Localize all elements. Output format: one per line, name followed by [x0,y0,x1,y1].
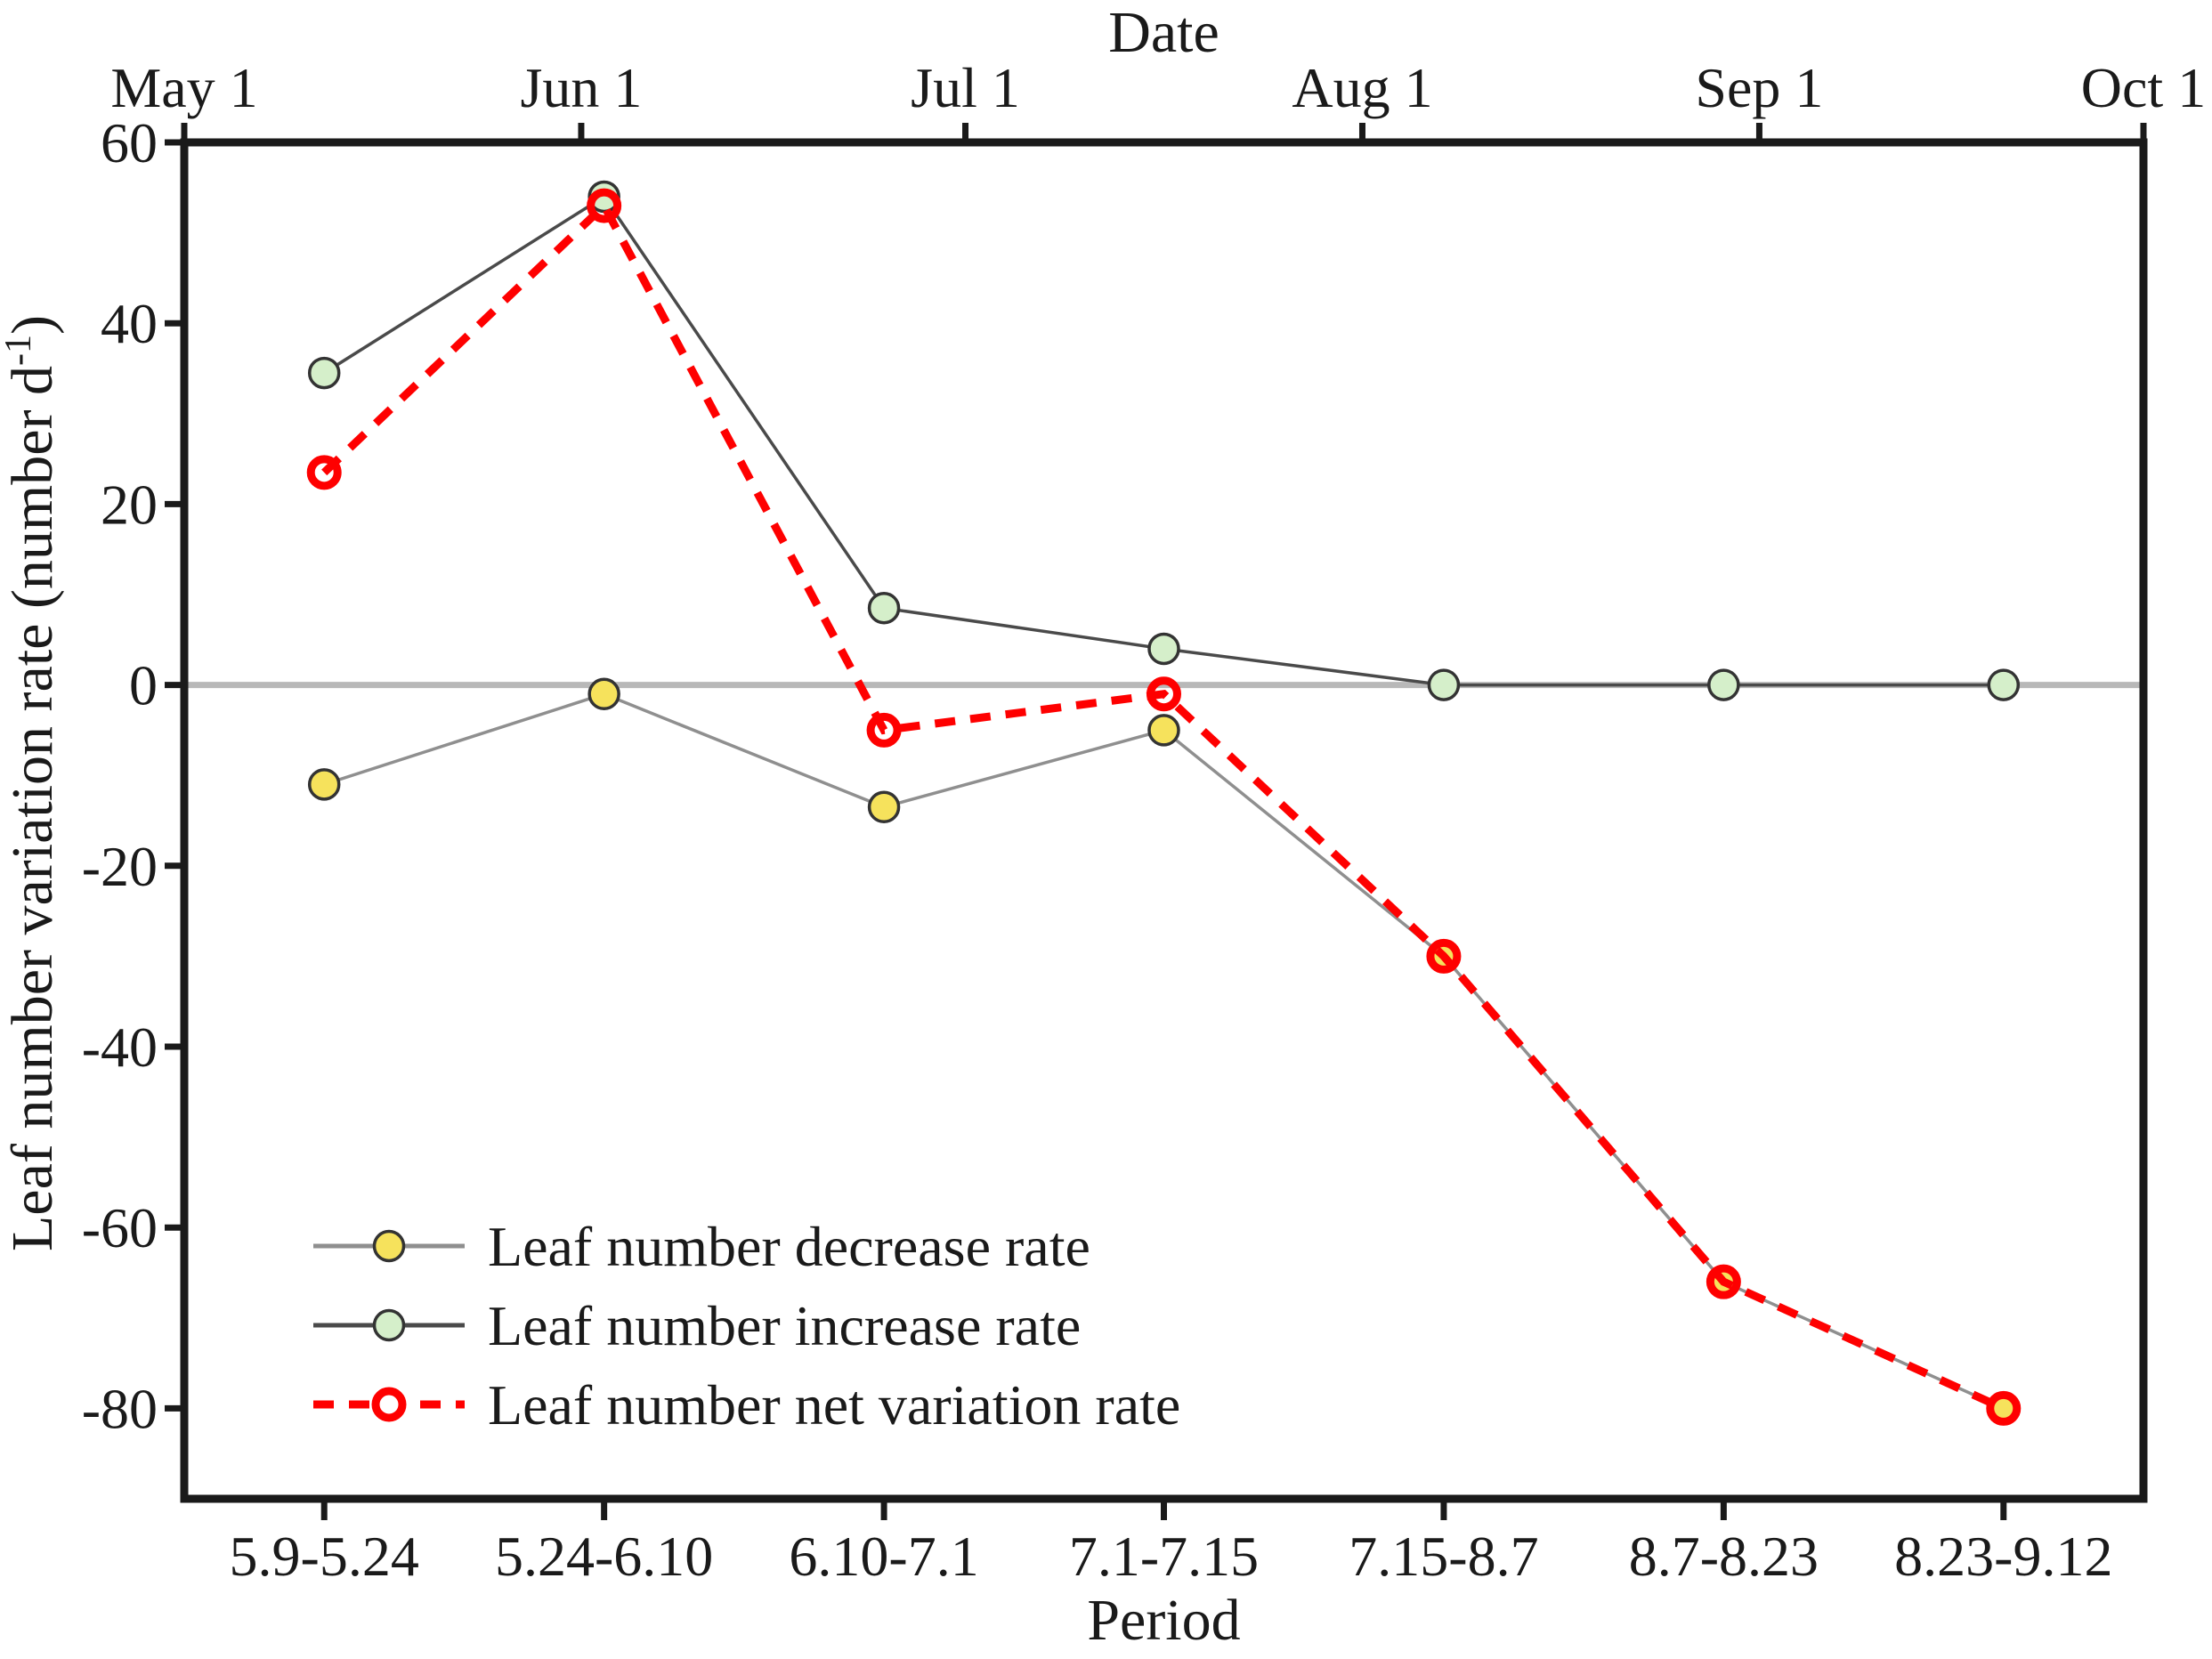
period-tick-label: 5.24-6.10 [495,1525,713,1588]
net-marker [1147,676,1181,712]
net-marker [866,712,902,748]
period-tick-label: 5.9-5.24 [230,1525,419,1588]
decrease-marker [587,677,620,711]
y-tick-label: 20 [101,473,158,536]
period-tick-label: 6.10-7.1 [789,1525,978,1588]
series-net-line [321,198,2005,1412]
period-tick-label: 7.1-7.15 [1069,1525,1259,1588]
legend-label: Leaf number net variation rate [488,1373,1180,1436]
y-tick-label: 60 [101,111,158,174]
date-tick-label: Sep 1 [1695,56,1823,119]
legend-group: Leaf number decrease rate Leaf number inc… [313,1215,1180,1436]
y-tick-label: 40 [101,292,158,355]
date-tick-label: Jul 1 [911,56,1020,119]
decrease-marker [867,790,901,824]
legend-marker-sample [371,1387,407,1422]
y-tick-label: -60 [82,1196,158,1259]
y-tick-label: -80 [82,1377,158,1440]
increase-marker [1147,632,1180,666]
top-axis-title: Date [1108,0,1219,65]
increase-marker [307,356,341,390]
series-group [306,180,2022,1426]
legend-row: Leaf number net variation rate [313,1373,1180,1436]
legend-marker-sample [372,1229,406,1263]
period-tick-label: 8.7-8.23 [1629,1525,1819,1588]
y-tick-label: -40 [82,1016,158,1079]
decrease-marker [1147,714,1180,747]
bottom-axis-title: Period [1087,1588,1240,1653]
increase-marker [1987,668,2021,701]
net-marker [306,455,342,490]
left-axis-title: Leaf number variation rate (number d-1) [0,315,65,1251]
legend-marker-sample [372,1308,406,1342]
net-marker [1986,1390,2022,1426]
increase-marker [867,591,901,625]
date-tick-label: May 1 [110,56,257,119]
axis-ticks-group [165,123,2147,1520]
legend-label: Leaf number decrease rate [488,1215,1090,1278]
date-tick-label: Jun 1 [521,56,643,119]
y-tick-label: 0 [129,654,158,717]
increase-marker [1707,668,1740,701]
decrease-marker [307,768,341,801]
net-marker [1426,938,1462,974]
period-tick-label: 8.23-9.12 [1894,1525,2112,1588]
date-tick-label: Aug 1 [1292,56,1432,119]
legend-row: Leaf number decrease rate [313,1215,1090,1278]
legend-row: Leaf number increase rate [313,1294,1081,1357]
date-tick-label: Oct 1 [2081,56,2206,119]
net-marker [587,188,622,223]
legend-label: Leaf number increase rate [488,1294,1081,1357]
increase-marker [1427,668,1461,701]
period-tick-label: 7.15-8.7 [1349,1525,1538,1588]
net-marker [1706,1264,1741,1299]
y-tick-label: -20 [82,835,158,898]
